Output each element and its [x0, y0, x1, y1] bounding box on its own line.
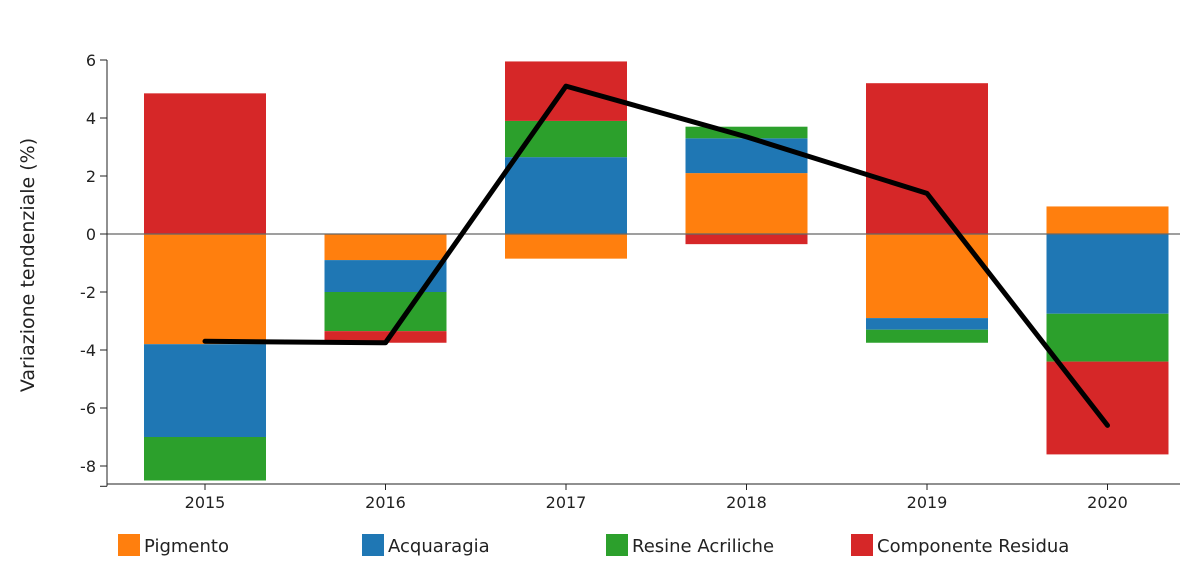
- y-tick-label: 6: [86, 51, 96, 70]
- legend-label-pigmento: Pigmento: [144, 536, 229, 557]
- bar-resine-acriliche-2019: [866, 329, 988, 343]
- y-tick-label: -6: [80, 399, 96, 418]
- x-tick-label: 2017: [546, 493, 587, 512]
- y-tick-label: 4: [86, 109, 96, 128]
- y-tick-label: -8: [80, 457, 96, 476]
- y-axis-label: Variazione tendenziale (%): [17, 138, 39, 392]
- legend-swatch-resine-acriliche: [606, 534, 628, 556]
- bar-acquaragia-2016: [324, 260, 447, 292]
- x-tick-label: 2016: [365, 493, 406, 512]
- bar-resine-acriliche-2020: [1046, 313, 1169, 362]
- bar-acquaragia-2017: [505, 157, 627, 234]
- x-tick-label: 2020: [1087, 493, 1128, 512]
- total-line: [202, 83, 1110, 428]
- legend-label-componente-residua: Componente Residua: [877, 536, 1069, 557]
- bar-componente-residua-2019: [866, 83, 988, 234]
- y-tick-label: 0: [86, 225, 96, 244]
- bar-acquaragia-2020: [1046, 234, 1169, 314]
- bar-pigmento-2015: [144, 234, 266, 345]
- legend: Pigmento Acquaragia Resine Acriliche Compon…: [118, 534, 1069, 557]
- bar-componente-residua-2018: [685, 234, 808, 245]
- bar-acquaragia-2015: [144, 344, 266, 437]
- bar-pigmento-2018: [685, 173, 808, 234]
- bar-componente-residua-2020: [1046, 361, 1169, 455]
- axes-layer: 6 4 2 0 -2 -4 -6 -8 2015 2016 2017 2018 2019 2020: [80, 51, 1180, 512]
- bar-acquaragia-2018: [685, 138, 808, 174]
- y-tick-label: 2: [86, 167, 96, 186]
- bar-pigmento-2016: [324, 234, 447, 261]
- x-tick-label: 2015: [185, 493, 226, 512]
- bar-acquaragia-2019: [866, 318, 988, 330]
- bar-resine-acriliche-2015: [144, 437, 266, 481]
- legend-swatch-acquaragia: [362, 534, 384, 556]
- bar-componente-residua-2016: [324, 331, 447, 343]
- total-line-layer: [202, 83, 1110, 428]
- bars-layer: [144, 61, 1169, 481]
- x-tick-label: 2019: [907, 493, 948, 512]
- legend-label-acquaragia: Acquaragia: [388, 536, 490, 557]
- bar-componente-residua-2017: [505, 61, 627, 121]
- bar-resine-acriliche-2017: [505, 120, 627, 158]
- bar-componente-residua-2015: [144, 93, 266, 234]
- bar-pigmento-2020: [1046, 206, 1169, 234]
- legend-swatch-pigmento: [118, 534, 140, 556]
- bar-pigmento-2017: [505, 234, 627, 259]
- x-tick-label: 2018: [726, 493, 767, 512]
- bar-resine-acriliche-2018: [685, 126, 808, 139]
- bar-resine-acriliche-2016: [324, 292, 447, 332]
- y-tick-label: -4: [80, 341, 96, 360]
- legend-label-resine-acriliche: Resine Acriliche: [632, 536, 774, 557]
- legend-swatch-componente-residua: [851, 534, 873, 556]
- y-tick-label: -2: [80, 283, 96, 302]
